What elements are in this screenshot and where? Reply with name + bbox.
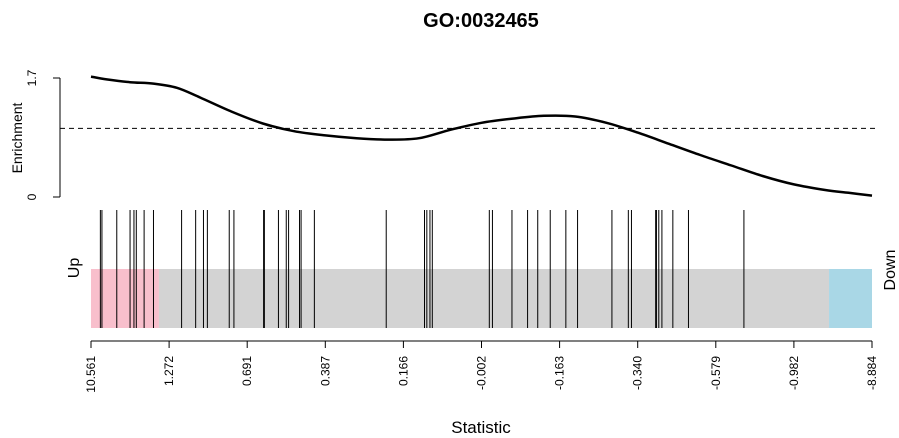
x-tick-label: 0.166 [396,356,410,386]
region-label-down: Down [882,250,899,291]
x-tick-label: -8.884 [865,356,879,390]
x-tick-label: -0.002 [475,356,489,390]
region-label-up: Up [66,258,83,279]
x-tick-label: 10.561 [84,356,98,393]
region-bar-up [91,269,159,328]
x-axis: 10.561 1.272 0.691 0.387 0.166 -0.002 -0.163 -0… [84,340,879,437]
barcode-panel: Up Down [66,210,899,328]
x-tick-label: 0.691 [240,356,254,386]
x-tick-label: -0.340 [631,356,645,390]
y-tick-label-top: 1.7 [25,69,39,86]
x-axis-title: Statistic [451,418,511,437]
x-tick-label: -0.163 [553,356,567,390]
y-axis-title: Enrichment [9,102,25,173]
x-tick-label: 0.387 [318,356,332,386]
x-tick-label: -0.982 [787,356,801,390]
y-tick-label-bottom: 0 [25,193,39,200]
region-bar-down [829,269,872,328]
enrichment-panel: 1.7 0 Enrichment [9,69,875,200]
x-tick-label: 1.272 [162,356,176,386]
region-bar-neutral [158,269,830,328]
chart-title: GO:0032465 [423,10,539,32]
enrichment-curve [90,75,873,197]
x-tick-label: -0.579 [709,356,723,390]
